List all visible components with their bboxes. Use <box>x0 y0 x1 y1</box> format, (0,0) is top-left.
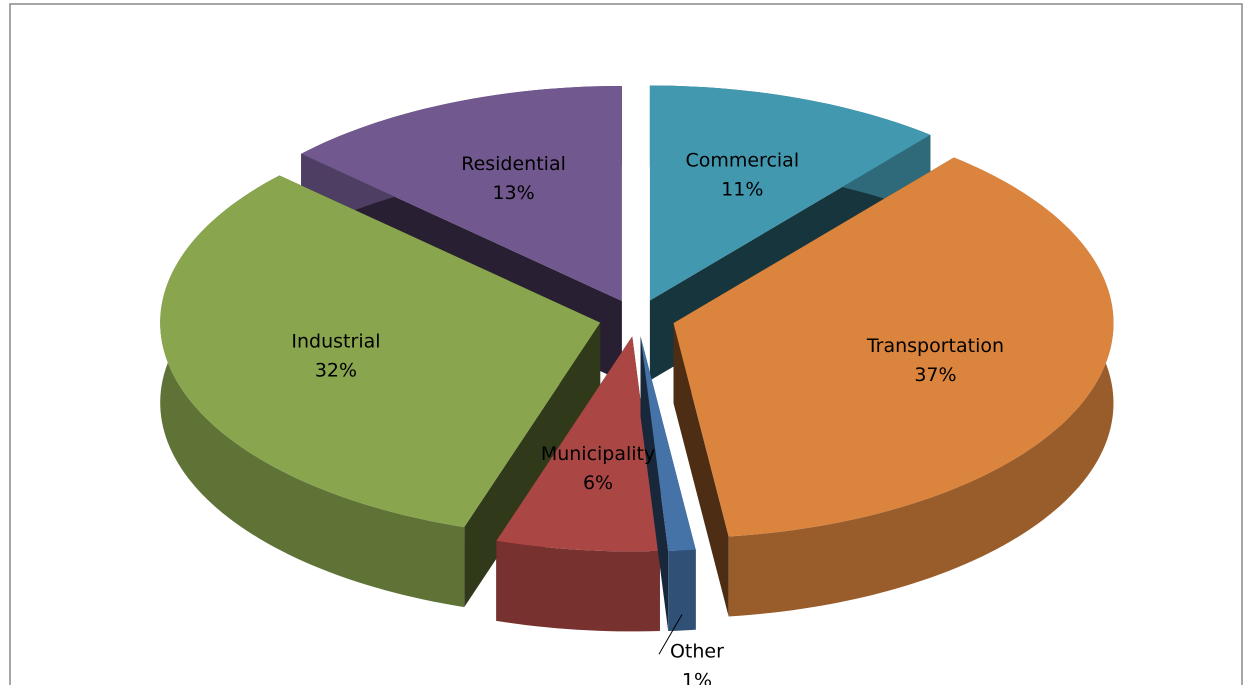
data-label-value: 6% <box>583 472 613 494</box>
slice-wall <box>160 175 465 608</box>
slice-wall <box>668 549 696 632</box>
slice <box>649 85 931 301</box>
slice-wall <box>496 540 660 632</box>
slice <box>160 175 601 528</box>
slice <box>301 85 622 301</box>
data-label-name: Residential <box>461 153 566 175</box>
slice <box>640 336 696 552</box>
slice-side <box>673 323 729 617</box>
data-label-name: Industrial <box>291 330 380 352</box>
data-label-name: Transportation <box>866 335 1004 357</box>
data-label-value: 1% <box>682 670 712 685</box>
slice-side <box>464 322 601 608</box>
slice <box>496 336 660 552</box>
data-label-value: 11% <box>721 179 763 201</box>
data-label-value: 37% <box>914 364 956 386</box>
data-label-name: Commercial <box>685 150 799 172</box>
data-label-name: Municipality <box>541 443 655 465</box>
slice-wall <box>728 157 1114 617</box>
slice-side <box>640 336 669 632</box>
leader-line <box>658 614 683 655</box>
slice <box>673 157 1114 537</box>
data-label-value: 32% <box>315 359 357 381</box>
data-label-name: Other <box>670 641 724 663</box>
data-label-value: 13% <box>492 182 534 204</box>
